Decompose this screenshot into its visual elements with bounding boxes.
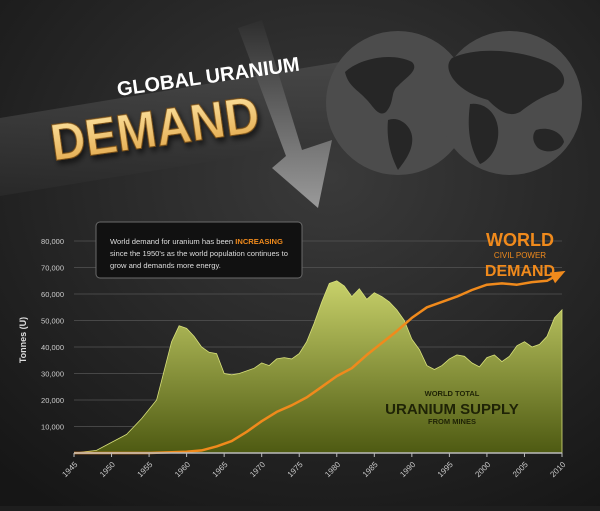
- demand-line-layer: [74, 270, 566, 455]
- callout-highlight: INCREASING: [235, 237, 283, 246]
- demand-label-line-3: DEMAND: [485, 263, 555, 280]
- callout-line-1: World demand for uranium has been INCREA…: [110, 237, 283, 246]
- y-tick-label: 50,000: [41, 317, 64, 326]
- callout-line-2: since the 1950's as the world population…: [110, 249, 288, 258]
- y-tick-label: 20,000: [41, 396, 64, 405]
- y-tick-label: 60,000: [41, 290, 64, 299]
- callout-text: World demand for uranium has been: [110, 237, 235, 246]
- header-band: [0, 62, 340, 196]
- y-tick-label: 80,000: [41, 237, 64, 246]
- supply-label-line-2: URANIUM SUPPLY: [385, 401, 519, 418]
- y-tick-label: 10,000: [41, 423, 64, 432]
- supply-area-layer: [73, 280, 563, 454]
- demand-arrowhead-icon: [549, 270, 566, 284]
- demand-line: [74, 271, 563, 455]
- supply-label-line-3: FROM MINES: [428, 417, 476, 426]
- y-tick-label: 30,000: [41, 370, 64, 379]
- supply-label-line-1: WORLD TOTAL: [425, 389, 480, 398]
- demand-label-line-1: WORLD: [486, 230, 554, 250]
- supply-label: WORLD TOTAL URANIUM SUPPLY FROM MINES: [385, 389, 519, 426]
- supply-area: [73, 280, 563, 454]
- callout-line-3: grow and demands more energy.: [110, 261, 221, 270]
- y-tick-label: 40,000: [41, 343, 64, 352]
- world-globe-icon: [326, 31, 582, 175]
- y-tick-label: 70,000: [41, 264, 64, 273]
- callout-box: World demand for uranium has been INCREA…: [95, 221, 303, 279]
- demand-label: WORLD CIVIL POWER DEMAND: [485, 230, 555, 280]
- y-axis-label: Tonnes (U): [18, 317, 28, 363]
- y-axis-ticks: 10,000 20,000 30,000 40,000 50,000 60,000 70,0…: [41, 237, 64, 432]
- demand-label-line-2: CIVIL POWER: [494, 251, 546, 260]
- down-arrow-icon: [238, 20, 332, 208]
